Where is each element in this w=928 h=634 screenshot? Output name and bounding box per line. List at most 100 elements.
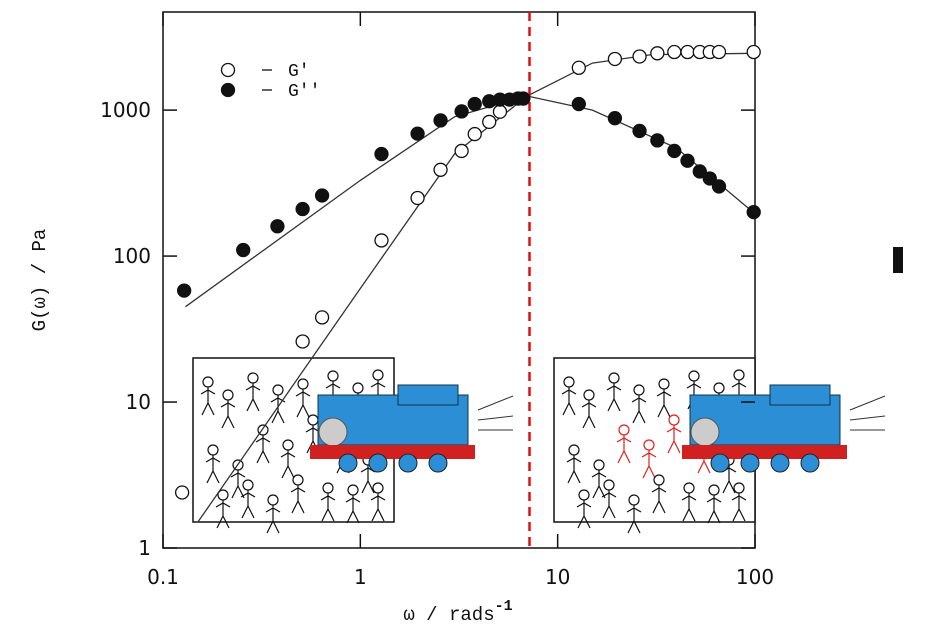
stick-body (205, 455, 221, 484)
train-wheel (740, 453, 760, 473)
stick-figure (626, 494, 642, 534)
stick-figure (631, 384, 647, 424)
data-point (746, 204, 761, 220)
stick-body (616, 435, 632, 464)
stick-figure (370, 369, 386, 409)
data-point (632, 49, 647, 64)
stick-figure (576, 489, 592, 529)
stick-figure (681, 482, 697, 522)
train-cab (397, 384, 459, 406)
data-point (492, 104, 508, 119)
stick-figure (290, 474, 306, 514)
data-point (410, 190, 425, 206)
stick-figure (200, 376, 216, 416)
data-point (295, 334, 310, 349)
data-point (516, 91, 531, 106)
train-face (690, 417, 720, 447)
train-base (310, 445, 475, 459)
data-point (680, 44, 695, 60)
train-wheel (368, 453, 388, 473)
data-point (467, 96, 482, 112)
stick-figure (280, 439, 296, 479)
data-point (680, 153, 695, 168)
stick-figure (606, 372, 622, 412)
stick-figure (651, 474, 667, 514)
train-base (682, 445, 847, 459)
data-point (607, 51, 623, 67)
stick-body (601, 490, 617, 519)
stick-body (581, 400, 597, 429)
train-face (318, 417, 348, 447)
data-point (482, 114, 497, 130)
data-point (667, 44, 682, 60)
legend-label: G' (288, 62, 310, 82)
stick-figure (220, 389, 236, 429)
data-point (433, 113, 448, 128)
stick-figure (591, 459, 607, 499)
plot-frame (162, 11, 756, 549)
stick-body (240, 490, 256, 519)
stick-body (290, 485, 306, 514)
stick-body (230, 470, 246, 499)
data-point (711, 44, 727, 60)
edge-fragment (893, 247, 903, 273)
y-tick-label: 10 (126, 390, 151, 414)
data-point (571, 60, 586, 75)
stick-body (626, 505, 642, 534)
legend-label: G'' (288, 82, 320, 102)
train-cab (769, 384, 831, 406)
x-tick-label: 100 (736, 565, 774, 589)
stick-body (656, 389, 672, 418)
stick-figure (656, 378, 672, 418)
stick-body (606, 383, 622, 412)
stick-body (320, 493, 336, 522)
x-axis-label-sup: -1 (495, 598, 513, 615)
legend: G'G'' (220, 62, 320, 102)
stick-body (220, 400, 236, 429)
stick-figure (581, 389, 597, 429)
stick-body (641, 450, 657, 479)
stick-figure (345, 484, 361, 524)
stick-body (215, 500, 231, 529)
data-point (650, 133, 665, 148)
illustrations (192, 247, 903, 534)
legend-marker (220, 62, 236, 78)
stick-body (295, 389, 311, 418)
stick-figure (205, 444, 221, 484)
stick-body (731, 380, 747, 409)
x-tick-label: 10 (545, 565, 570, 589)
train-wheel (710, 453, 730, 473)
y-tick-label: 1000 (100, 98, 151, 122)
train-wheel (428, 453, 448, 473)
data-point (410, 126, 425, 141)
stick-figure (240, 479, 256, 519)
stick-figure (370, 482, 386, 522)
data-point (295, 201, 310, 217)
stick-figure (566, 444, 582, 484)
train-wheel (800, 453, 820, 473)
data-point (650, 46, 665, 61)
y-axis-label: G(ω) / Pa (29, 229, 51, 332)
stick-body (686, 381, 702, 410)
stick-body (706, 495, 722, 524)
x-axis-label: ω / rads-1 (403, 598, 512, 626)
stick-body (255, 435, 271, 464)
stick-body (280, 450, 296, 479)
data-point (571, 96, 586, 112)
data-point (174, 485, 190, 500)
stick-body (651, 485, 667, 514)
data-point (711, 179, 727, 194)
stick-figure (666, 414, 682, 454)
stick-body (566, 455, 582, 484)
x-tick-label: 0.1 (147, 565, 179, 589)
fit-line (185, 95, 756, 308)
data-point (746, 44, 761, 60)
y-tick-label: 1 (138, 536, 151, 560)
y-tick-label: 100 (113, 244, 151, 268)
stick-body (631, 395, 647, 424)
stick-figure (215, 489, 231, 529)
stick-figure (706, 484, 722, 524)
stick-figure (325, 370, 341, 410)
train-wheel (398, 453, 418, 473)
steam-lines (849, 395, 886, 431)
